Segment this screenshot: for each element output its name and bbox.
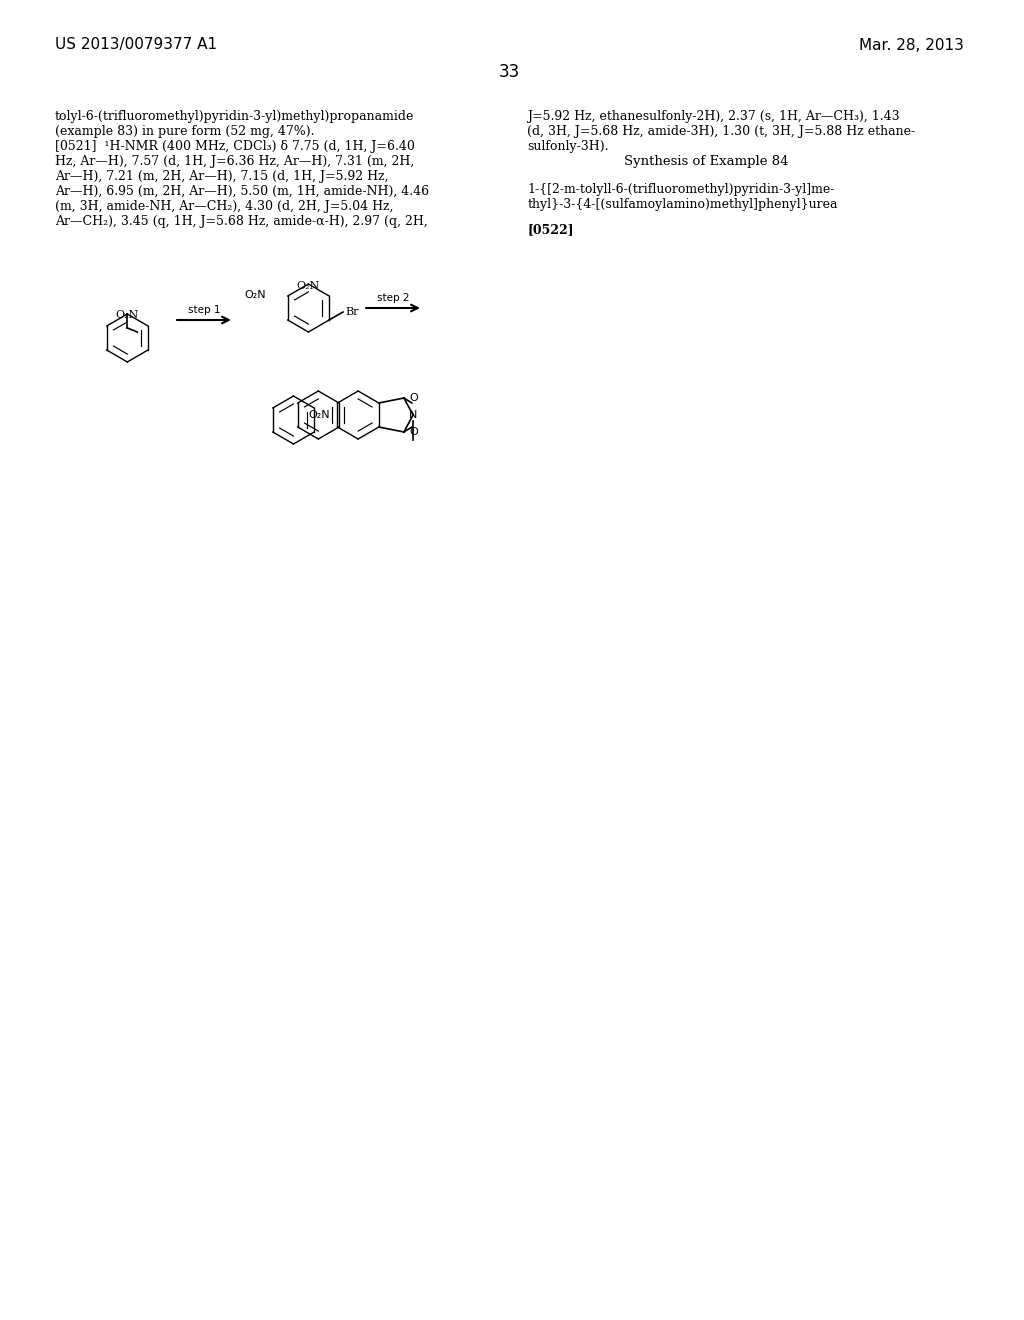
Text: step 2: step 2 [377,293,410,304]
Text: Mar. 28, 2013: Mar. 28, 2013 [859,37,964,53]
Text: N: N [409,411,417,420]
Text: [0522]: [0522] [527,223,573,236]
Text: O₂N: O₂N [297,281,321,290]
Text: step 1: step 1 [187,305,220,315]
Text: [0521]  ¹H-NMR (400 MHz, CDCl₃) δ 7.75 (d, 1H, J=6.40
Hz, Ar—H), 7.57 (d, 1H, J=: [0521] ¹H-NMR (400 MHz, CDCl₃) δ 7.75 (d… [54,140,429,228]
Text: O₂N: O₂N [116,310,139,319]
Text: O₂N: O₂N [244,290,265,300]
Text: O: O [409,426,418,437]
Text: US 2013/0079377 A1: US 2013/0079377 A1 [54,37,217,53]
Text: tolyl-6-(trifluoromethyl)pyridin-3-yl)methyl)propanamide
(example 83) in pure fo: tolyl-6-(trifluoromethyl)pyridin-3-yl)me… [54,110,414,139]
Text: Br: Br [345,308,358,317]
Text: O: O [409,393,418,403]
Text: J=5.92 Hz, ethanesulfonly-2H), 2.37 (s, 1H, Ar—CH₃), 1.43
(d, 3H, J=5.68 Hz, ami: J=5.92 Hz, ethanesulfonly-2H), 2.37 (s, … [527,110,915,153]
Text: 33: 33 [499,63,520,81]
Text: 1-{[2-m-tolyll-6-(trifluoromethyl)pyridin-3-yl]me-
thyl}-3-{4-[(sulfamoylamino)m: 1-{[2-m-tolyll-6-(trifluoromethyl)pyridi… [527,183,838,211]
Text: O₂N: O₂N [308,411,331,420]
Text: Synthesis of Example 84: Synthesis of Example 84 [624,154,788,168]
